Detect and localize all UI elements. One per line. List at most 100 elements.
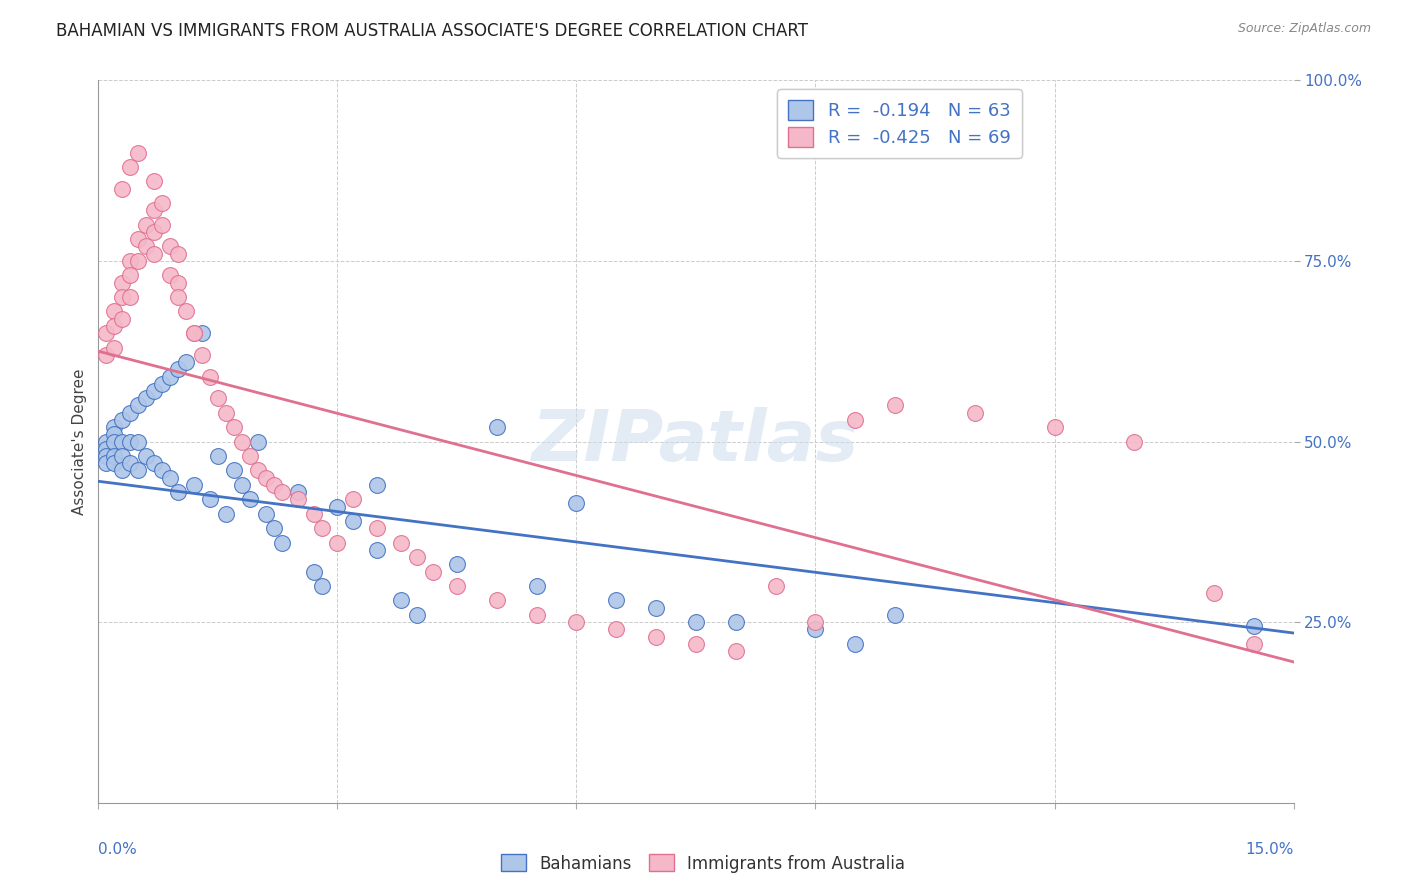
Point <box>111 290 134 304</box>
Point <box>174 304 197 318</box>
Point <box>120 406 142 420</box>
Point <box>143 203 166 218</box>
Point <box>366 542 388 557</box>
Point <box>159 239 181 253</box>
Point <box>222 420 245 434</box>
Text: 0.0%: 0.0% <box>98 842 138 856</box>
Point <box>1202 586 1225 600</box>
Point <box>143 456 166 470</box>
Point <box>207 449 229 463</box>
Point <box>263 478 285 492</box>
Point <box>254 470 277 484</box>
Point <box>135 239 157 253</box>
Point <box>246 463 269 477</box>
Point <box>287 492 309 507</box>
Point <box>167 290 190 304</box>
Point <box>120 160 142 174</box>
Point <box>167 362 190 376</box>
Point <box>231 478 253 492</box>
Point <box>111 449 134 463</box>
Point <box>191 326 214 340</box>
Point <box>159 369 181 384</box>
Point <box>120 268 142 283</box>
Point <box>645 600 668 615</box>
Point <box>645 630 668 644</box>
Point <box>150 376 173 391</box>
Point <box>143 174 166 188</box>
Point <box>174 355 197 369</box>
Y-axis label: Associate's Degree: Associate's Degree <box>72 368 87 515</box>
Point <box>446 579 468 593</box>
Point <box>120 253 142 268</box>
Point <box>565 615 588 630</box>
Point <box>215 507 238 521</box>
Point <box>150 196 173 211</box>
Point <box>605 623 627 637</box>
Point <box>342 492 364 507</box>
Point <box>127 463 149 477</box>
Point <box>111 413 134 427</box>
Point <box>111 434 134 449</box>
Point <box>127 232 149 246</box>
Point <box>326 535 349 549</box>
Point <box>103 427 125 442</box>
Point <box>231 434 253 449</box>
Point <box>287 485 309 500</box>
Point <box>326 500 349 514</box>
Point <box>844 413 866 427</box>
Point <box>103 318 125 333</box>
Point <box>167 485 190 500</box>
Point <box>159 268 181 283</box>
Point <box>1043 420 1066 434</box>
Point <box>135 218 157 232</box>
Point <box>526 607 548 622</box>
Point <box>143 246 166 260</box>
Point <box>963 406 986 420</box>
Point <box>103 304 125 318</box>
Point <box>111 311 134 326</box>
Point <box>103 341 125 355</box>
Point <box>96 449 118 463</box>
Point <box>1243 619 1265 633</box>
Point <box>222 463 245 477</box>
Point <box>127 145 149 160</box>
Text: Source: ZipAtlas.com: Source: ZipAtlas.com <box>1237 22 1371 36</box>
Point <box>159 470 181 484</box>
Point <box>263 521 285 535</box>
Legend: R =  -0.194   N = 63, R =  -0.425   N = 69: R = -0.194 N = 63, R = -0.425 N = 69 <box>778 89 1022 158</box>
Point <box>565 496 588 510</box>
Text: 15.0%: 15.0% <box>1246 842 1294 856</box>
Point <box>103 434 125 449</box>
Point <box>111 276 134 290</box>
Point <box>111 182 134 196</box>
Point <box>198 369 221 384</box>
Point <box>183 326 205 340</box>
Point <box>302 507 325 521</box>
Point <box>183 326 205 340</box>
Point <box>1123 434 1146 449</box>
Point <box>96 326 118 340</box>
Point <box>207 391 229 405</box>
Point <box>103 456 125 470</box>
Point <box>239 449 262 463</box>
Point <box>254 507 277 521</box>
Point <box>366 521 388 535</box>
Point <box>884 607 907 622</box>
Point <box>485 593 508 607</box>
Point <box>96 442 118 456</box>
Point <box>120 434 142 449</box>
Point <box>135 449 157 463</box>
Legend: Bahamians, Immigrants from Australia: Bahamians, Immigrants from Australia <box>495 847 911 880</box>
Point <box>127 398 149 412</box>
Point <box>215 406 238 420</box>
Point <box>150 218 173 232</box>
Point <box>183 478 205 492</box>
Point <box>765 579 787 593</box>
Point <box>389 535 412 549</box>
Point <box>804 615 827 630</box>
Point <box>724 644 747 658</box>
Point <box>103 449 125 463</box>
Point <box>246 434 269 449</box>
Text: BAHAMIAN VS IMMIGRANTS FROM AUSTRALIA ASSOCIATE'S DEGREE CORRELATION CHART: BAHAMIAN VS IMMIGRANTS FROM AUSTRALIA AS… <box>56 22 808 40</box>
Point <box>311 521 333 535</box>
